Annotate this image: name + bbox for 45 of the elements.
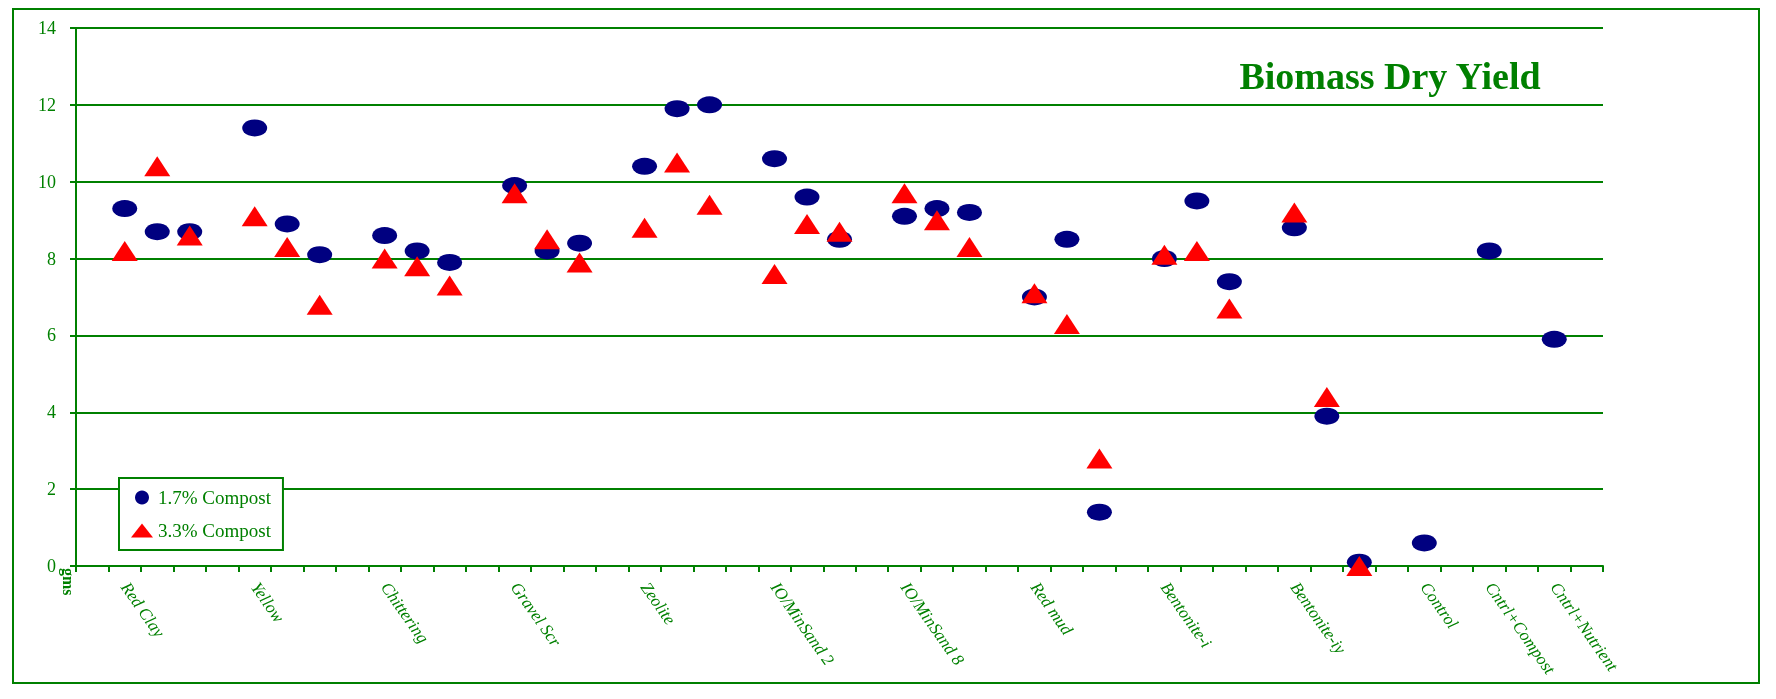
point — [501, 183, 528, 204]
point — [826, 221, 853, 242]
point — [111, 240, 138, 261]
legend-label: 3.3% Compost — [158, 520, 272, 541]
point — [1346, 556, 1373, 576]
y-tick-label: 2 — [47, 479, 56, 500]
point — [1313, 386, 1340, 407]
x-tick-label: Red mud — [1026, 577, 1077, 639]
point — [1053, 313, 1080, 334]
point — [891, 183, 918, 204]
point — [1021, 283, 1048, 304]
point — [892, 207, 917, 225]
point — [631, 217, 658, 238]
text: Biomass Dry Yield — [1239, 55, 1541, 97]
point — [696, 194, 723, 215]
point — [241, 206, 268, 227]
point — [274, 237, 301, 258]
point — [371, 248, 398, 269]
point — [923, 210, 950, 231]
point — [1086, 448, 1113, 469]
point — [566, 252, 593, 273]
point — [404, 256, 431, 277]
point — [664, 152, 691, 173]
point — [1151, 244, 1178, 265]
point — [1183, 240, 1210, 261]
point — [761, 263, 788, 284]
x-tick-label: Red Clay — [116, 577, 169, 642]
y-axis-title: gms — [58, 568, 77, 596]
y-tick-label: 0 — [47, 556, 56, 576]
point — [1216, 298, 1243, 319]
point — [144, 156, 171, 177]
y-tick-label: 6 — [47, 325, 56, 346]
point — [306, 294, 333, 315]
point — [436, 275, 463, 296]
point — [1281, 202, 1308, 223]
point — [956, 237, 983, 258]
y-tick-label: 4 — [47, 402, 56, 423]
y-tick-label: 8 — [47, 248, 56, 269]
point — [534, 229, 561, 250]
point — [794, 213, 821, 234]
point — [176, 225, 203, 246]
y-tick-label: 12 — [38, 94, 56, 115]
y-tick-label: 10 — [38, 171, 56, 192]
legend-label: 1.7% Compost — [158, 487, 272, 508]
y-tick-label: 14 — [38, 18, 56, 38]
